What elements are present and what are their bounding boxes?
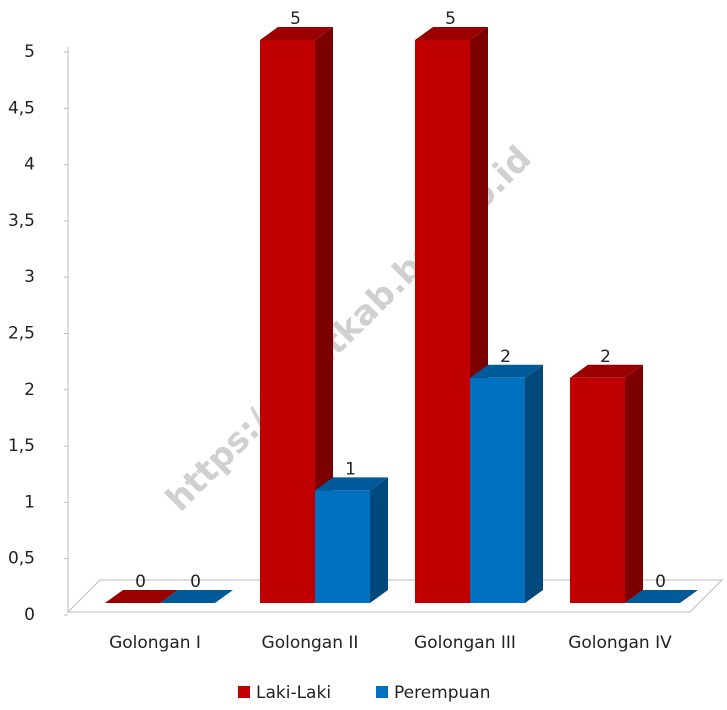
data-label: 5: [290, 9, 301, 29]
data-label: 5: [445, 9, 456, 29]
bar: [570, 377, 625, 603]
data-label: 1: [345, 459, 356, 479]
bar-top: [260, 27, 333, 40]
bar-side: [370, 477, 388, 603]
x-tick-label: Golongan III: [414, 633, 516, 653]
bar-top: [625, 590, 698, 603]
y-tick-label: 1: [24, 492, 35, 512]
x-tick-label: Golongan I: [109, 633, 201, 653]
y-tick-label: 5: [24, 42, 35, 62]
data-label: 0: [135, 572, 146, 592]
y-tick-label: 4: [24, 155, 35, 175]
data-label: 2: [600, 347, 611, 367]
legend-swatch: [238, 686, 250, 698]
bar-top: [160, 590, 233, 603]
y-tick-label: 2: [24, 380, 35, 400]
y-tick-label: 0: [24, 605, 35, 625]
bar: [415, 40, 470, 603]
bar: [315, 490, 370, 603]
bar-top: [315, 477, 388, 491]
bar-top: [570, 364, 643, 378]
bar-top: [415, 27, 488, 40]
x-tick-label: Golongan IV: [568, 633, 672, 653]
bar-side: [525, 364, 543, 603]
floor: [66, 579, 724, 613]
bar-side: [315, 27, 333, 603]
bar-top: [470, 364, 543, 378]
x-tick-label: Golongan II: [262, 633, 359, 653]
y-tick-label: 3,5: [8, 211, 35, 231]
legend-label: Perempuan: [394, 683, 491, 703]
y-tick-label: 4,5: [8, 98, 35, 118]
y-tick-label: 0,5: [8, 549, 35, 569]
bar-side: [625, 364, 643, 603]
y-tick-label: 1,5: [8, 436, 35, 456]
bar-top: [105, 590, 178, 603]
data-label: 0: [190, 572, 201, 592]
y-tick-label: 3: [24, 267, 35, 287]
y-tick-label: 2,5: [8, 324, 35, 344]
legend-swatch: [376, 686, 388, 698]
bar: [470, 377, 525, 603]
legend-label: Laki-Laki: [256, 683, 331, 703]
data-label: 0: [655, 572, 666, 592]
bar: [260, 40, 315, 603]
data-label: 2: [500, 347, 511, 367]
